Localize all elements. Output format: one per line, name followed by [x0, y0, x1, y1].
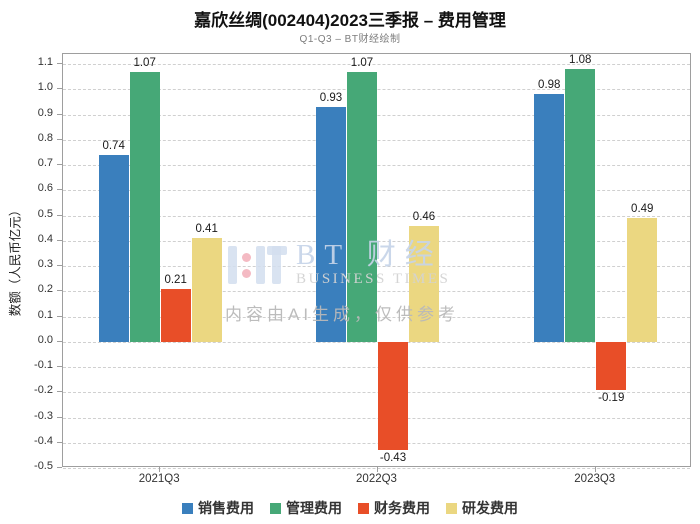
legend-label: 销售费用 — [198, 500, 254, 516]
bar — [191, 238, 222, 342]
y-tick-label: -0.3 — [34, 409, 53, 422]
y-axis-tick — [57, 138, 62, 140]
bar — [129, 71, 160, 342]
y-axis-tick — [57, 290, 62, 292]
y-axis-tick — [57, 467, 62, 468]
bar — [347, 71, 377, 342]
y-axis-tick — [57, 239, 62, 241]
bar-value-label: 0.46 — [412, 210, 436, 223]
bar — [565, 69, 596, 342]
y-tick-label: 0.2 — [37, 283, 53, 296]
y-tick-label: 0.8 — [37, 131, 53, 144]
chart-subtitle: Q1-Q3 – BT财经绘制 — [299, 34, 401, 45]
gridline — [63, 367, 690, 368]
y-tick-label: -0.5 — [34, 460, 53, 472]
y-tick-label: -0.1 — [34, 359, 53, 371]
bar-value-label: 0.93 — [319, 91, 343, 104]
legend-label: 财务费用 — [374, 500, 430, 516]
y-tick-label: 0.4 — [37, 232, 53, 245]
bar — [534, 94, 565, 342]
bar-value-label: -0.43 — [379, 452, 407, 465]
bar-value-label: 1.08 — [569, 54, 592, 67]
x-axis-tick — [376, 467, 378, 472]
bar — [378, 341, 408, 451]
bar — [596, 341, 627, 390]
y-axis-tick — [57, 189, 62, 191]
legend-swatch — [358, 502, 369, 514]
y-tick-label: 1.0 — [37, 81, 53, 94]
x-tick-label: 2021Q3 — [138, 473, 180, 485]
bar-value-label: -0.19 — [598, 391, 625, 404]
legend-swatch — [270, 502, 281, 514]
y-axis-tick — [57, 88, 62, 90]
y-tick-label: 0.6 — [37, 182, 53, 195]
bar — [316, 106, 346, 342]
y-tick-label: 0.7 — [37, 157, 53, 169]
y-axis-tick — [57, 63, 62, 64]
bar — [627, 218, 658, 342]
y-axis-tick — [57, 340, 62, 342]
legend-item[interactable]: 财务费用 — [358, 498, 430, 518]
legend-item[interactable]: 销售费用 — [182, 498, 254, 518]
bar — [409, 225, 439, 342]
legend-label: 研发费用 — [462, 500, 518, 516]
gridline — [63, 341, 690, 343]
bar-value-label: 1.07 — [133, 56, 156, 69]
gridline — [63, 417, 690, 419]
gridline — [63, 392, 690, 394]
y-tick-label: -0.2 — [34, 384, 53, 397]
y-tick-label: 0.9 — [37, 106, 53, 119]
bar-value-label: 0.74 — [102, 139, 125, 152]
y-axis-tick — [57, 265, 62, 266]
legend-swatch — [182, 502, 193, 514]
y-tick-label: 1.1 — [37, 56, 53, 68]
y-axis-tick — [57, 441, 62, 443]
x-tick-label: 2022Q3 — [356, 473, 397, 485]
y-tick-label: 0.3 — [37, 258, 53, 270]
y-axis-tick — [57, 416, 62, 418]
x-axis-tick — [594, 467, 596, 472]
chart-title: 嘉欣丝绸(002404)2023三季报 – 费用管理 — [194, 11, 506, 30]
y-tick-label: 0.5 — [37, 207, 53, 220]
y-axis-tick — [57, 315, 62, 317]
bar-value-label: 0.49 — [631, 203, 654, 216]
bar-value-label: 0.21 — [164, 273, 187, 286]
legend-swatch — [446, 502, 457, 514]
y-tick-label: 0.1 — [37, 308, 53, 321]
legend: 销售费用 管理费用 财务费用 研发费用 — [0, 498, 700, 518]
x-tick-label: 2023Q3 — [574, 473, 616, 485]
x-axis-tick — [159, 467, 161, 472]
bar — [98, 154, 129, 342]
plot-area: 0.74 1.07 0.21 0.41 0.93 1.07 -0.43 0.46 0.98 1.0… — [62, 53, 691, 469]
y-tick-label: -0.4 — [34, 434, 53, 447]
gridline — [63, 64, 690, 65]
bar-value-label: 0.98 — [538, 79, 561, 92]
y-axis-tick — [57, 366, 62, 367]
bar-value-label: 1.07 — [350, 56, 374, 69]
y-axis-tick — [57, 164, 62, 165]
legend-item[interactable]: 管理费用 — [270, 498, 342, 518]
gridline — [63, 442, 690, 444]
y-tick-label: 0.0 — [37, 333, 53, 346]
bar — [160, 288, 191, 342]
legend-item[interactable]: 研发费用 — [446, 498, 518, 518]
bar-value-label: 0.41 — [195, 223, 218, 236]
y-axis-tick — [57, 214, 62, 216]
legend-label: 管理费用 — [286, 500, 342, 516]
y-axis-tick — [57, 391, 62, 393]
y-axis-tick — [57, 113, 62, 115]
